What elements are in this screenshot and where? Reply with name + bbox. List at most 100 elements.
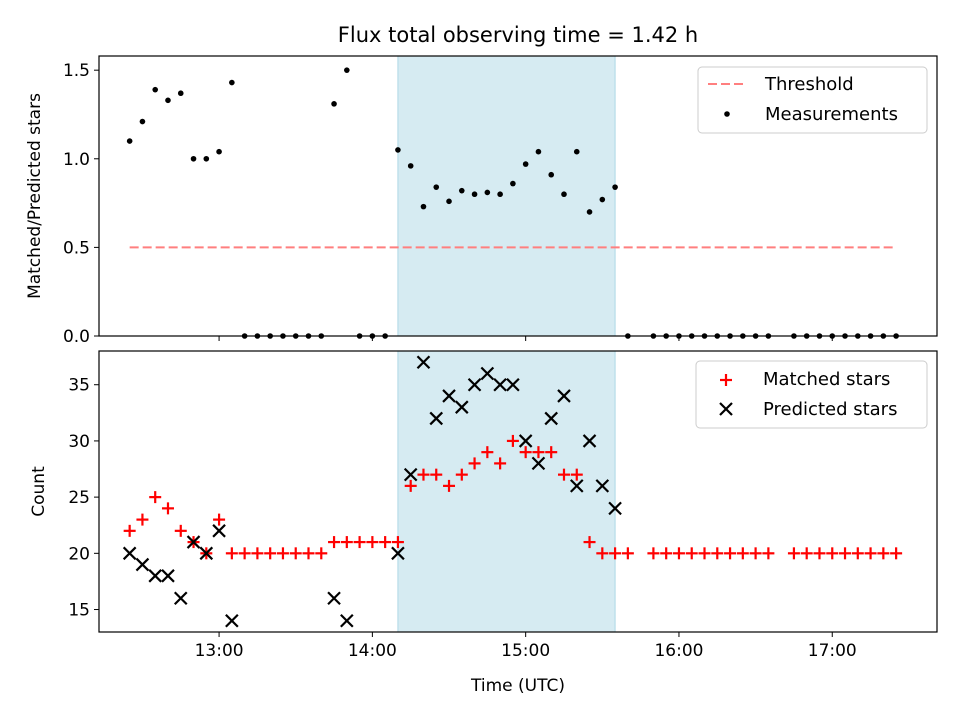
predicted-star-point <box>212 524 226 538</box>
matched-star-point <box>149 491 162 504</box>
measurement-point <box>548 171 555 178</box>
bottom-y-tick-label: 30 <box>68 432 90 452</box>
legend-matched-swatch <box>720 374 732 386</box>
measurement-point <box>395 147 401 153</box>
predicted-star-point <box>608 501 622 516</box>
measurement-point <box>126 138 133 144</box>
bottom-y-tick-label: 25 <box>68 488 90 508</box>
predicted-star-point <box>455 400 469 414</box>
bottom-panel: 15 20 25 30 35 13:00 14:00 15:00 16:00 17:00 Cou… <box>29 350 938 696</box>
bottom-legend: Matched stars Predicted stars <box>695 360 928 429</box>
predicted-star-point <box>467 377 482 392</box>
measurement-point <box>586 209 593 215</box>
measurement-point <box>510 180 516 187</box>
matched-star-point <box>839 547 852 560</box>
measurement-point <box>497 191 503 198</box>
top-y-axis-label: Matched/Predicted stars <box>25 93 45 299</box>
bottom-y-tick-label: 20 <box>68 544 90 564</box>
predicted-star-point <box>582 434 597 448</box>
bottom-y-tick-label: 15 <box>68 601 90 621</box>
matched-star-point <box>251 547 264 560</box>
matched-star-point <box>404 479 417 492</box>
matched-star-point <box>379 536 392 549</box>
matched-star-point <box>136 513 149 526</box>
matched-star-point <box>532 446 545 459</box>
matched-star-point <box>647 547 660 560</box>
matched-star-point <box>264 547 277 560</box>
predicted-star-point <box>327 591 341 606</box>
legend-predicted-swatch <box>719 402 733 416</box>
measurement-point <box>522 161 529 167</box>
top-y-tick-label: 0.0 <box>63 327 90 347</box>
measurement-point <box>561 191 567 198</box>
x-tick-label: 16:00 <box>654 641 703 661</box>
predicted-star-point <box>403 467 418 482</box>
matched-star-point <box>596 547 609 560</box>
predicted-star-point <box>480 366 495 381</box>
x-tick-label: 17:00 <box>808 641 857 661</box>
matched-star-point <box>443 479 456 492</box>
observing-window-shade <box>397 56 616 336</box>
top-panel: 0.0 0.5 1.0 1.5 Matched/Predicted stars Thr… <box>25 55 938 347</box>
matched-star-point <box>583 536 596 549</box>
top-y-tick-label: 0.5 <box>63 238 90 258</box>
matched-star-point <box>736 547 749 560</box>
predicted-star-point <box>186 535 201 549</box>
matched-star-point <box>494 457 507 470</box>
matched-star-point <box>174 524 187 537</box>
predicted-star-point <box>161 569 175 583</box>
matched-star-point <box>417 468 430 481</box>
x-tick-label: 13:00 <box>195 641 244 661</box>
measurement-point <box>177 90 184 97</box>
predicted-star-point <box>506 377 520 392</box>
matched-star-point <box>660 547 673 560</box>
measurement-point <box>471 191 478 198</box>
matched-star-point <box>315 547 328 560</box>
matched-star-point <box>302 547 315 560</box>
predicted-star-point <box>173 591 188 606</box>
matched-star-point <box>800 547 813 560</box>
matched-star-point <box>123 524 136 537</box>
predicted-star-point <box>544 411 558 426</box>
matched-star-point <box>864 547 877 560</box>
measurement-point <box>139 118 146 125</box>
matched-star-point <box>276 547 289 560</box>
matched-star-point <box>672 547 685 560</box>
matched-star-point <box>468 457 481 470</box>
measurement-point <box>612 184 618 190</box>
predicted-star-point <box>569 479 584 493</box>
measurement-point <box>344 67 350 73</box>
predicted-star-point <box>429 411 444 426</box>
measurement-point <box>599 196 606 203</box>
matched-star-point <box>621 547 634 560</box>
predicted-star-point <box>416 355 431 370</box>
matched-star-point <box>877 547 890 560</box>
measurement-point <box>484 189 491 196</box>
measurement-point <box>407 163 414 169</box>
top-panel-frame <box>98 55 938 337</box>
matched-star-point <box>213 513 226 526</box>
matched-star-point <box>762 547 775 560</box>
matched-star-point <box>711 547 724 560</box>
bottom-panel-frame <box>98 350 938 633</box>
legend-threshold-label: Threshold <box>764 74 854 95</box>
matched-star-point <box>481 446 494 459</box>
matched-star-point <box>826 547 839 560</box>
x-tick-label: 15:00 <box>501 641 550 661</box>
predicted-star-point <box>122 546 137 561</box>
predicted-star-point <box>518 434 533 448</box>
measurement-point <box>216 148 222 155</box>
chart-title: Flux total observing time = 1.42 h <box>338 23 698 47</box>
predicted-star-point <box>148 569 162 583</box>
observing-window-shade <box>397 351 616 632</box>
measurement-point <box>165 97 171 104</box>
legend-matched-label: Matched stars <box>763 369 890 390</box>
top-y-tick-label: 1.0 <box>63 150 90 170</box>
measurement-point <box>535 148 542 155</box>
matched-star-point <box>749 547 762 560</box>
matched-star-point <box>519 446 532 459</box>
measurement-point <box>458 187 465 194</box>
matched-star-point <box>557 468 570 481</box>
bottom-y-tick-label: 35 <box>68 376 90 396</box>
